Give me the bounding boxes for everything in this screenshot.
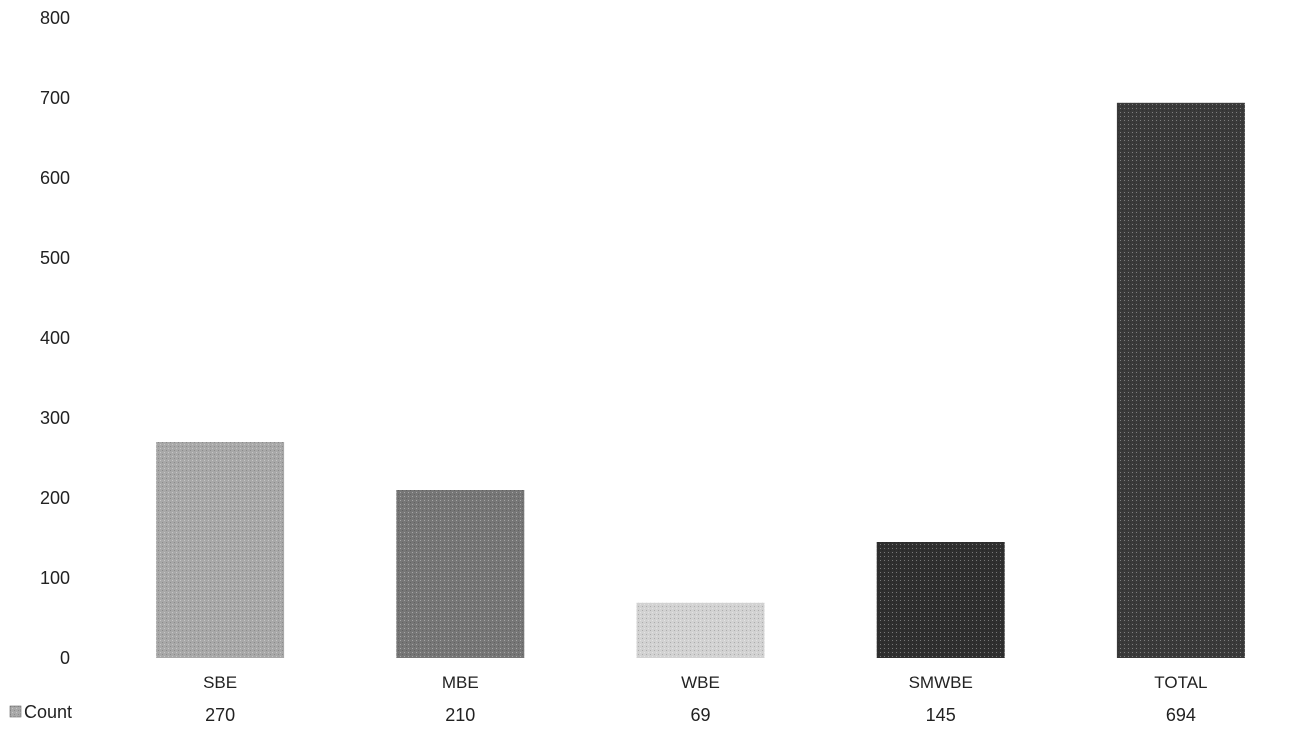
data-table: 270 210 69 145 694 Count	[9, 702, 1196, 725]
bar-texture	[156, 442, 285, 658]
bar-texture	[876, 542, 1005, 658]
legend-label: Count	[24, 702, 72, 722]
x-category-label: WBE	[681, 673, 720, 692]
bars-group	[156, 102, 1245, 659]
data-table-value: 694	[1166, 705, 1196, 725]
y-tick-label: 500	[40, 248, 70, 268]
y-tick-label: 0	[60, 648, 70, 668]
x-category-label: SMWBE	[909, 673, 973, 692]
data-table-value: 145	[926, 705, 956, 725]
y-axis: 0 100 200 300 400 500 600 700 800	[40, 8, 70, 668]
y-tick-label: 600	[40, 168, 70, 188]
x-category-label: SBE	[203, 673, 237, 692]
x-axis: SBE MBE WBE SMWBE TOTAL	[203, 673, 1207, 692]
bar-texture	[636, 602, 765, 658]
x-category-label: TOTAL	[1154, 673, 1207, 692]
bar-texture	[1116, 102, 1245, 659]
data-table-value: 210	[445, 705, 475, 725]
y-tick-label: 300	[40, 408, 70, 428]
y-tick-label: 100	[40, 568, 70, 588]
legend-swatch-texture	[9, 705, 22, 718]
data-table-value: 270	[205, 705, 235, 725]
y-tick-label: 700	[40, 88, 70, 108]
x-category-label: MBE	[442, 673, 479, 692]
y-tick-label: 400	[40, 328, 70, 348]
y-tick-label: 800	[40, 8, 70, 28]
data-table-value: 69	[690, 705, 710, 725]
bar-texture	[396, 490, 525, 658]
y-tick-label: 200	[40, 488, 70, 508]
